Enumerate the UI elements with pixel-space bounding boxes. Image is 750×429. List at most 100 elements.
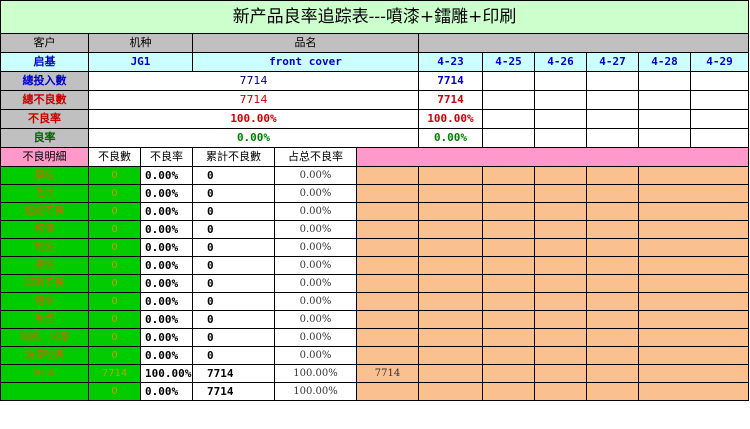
day-cell[interactable]: [418, 184, 483, 203]
day-cell[interactable]: [482, 382, 535, 401]
defect-share[interactable]: 0.00%: [274, 238, 357, 257]
day-cell[interactable]: [534, 184, 587, 203]
defect-day-value[interactable]: [356, 346, 419, 365]
customer-value[interactable]: 启基: [0, 52, 89, 72]
day-cell[interactable]: [534, 166, 587, 185]
defect-rate-day[interactable]: 100.00%: [418, 109, 483, 129]
day-cell[interactable]: [534, 128, 587, 148]
defect-name[interactable]: 划伤: [0, 238, 89, 257]
defect-cumulative[interactable]: 7714: [192, 364, 275, 383]
defect-count[interactable]: 7714: [88, 364, 141, 383]
day-cell[interactable]: [637, 274, 750, 293]
defect-share[interactable]: 0.00%: [274, 328, 357, 347]
day-cell[interactable]: [418, 364, 483, 383]
day-cell[interactable]: [586, 274, 639, 293]
day-cell[interactable]: [418, 346, 483, 365]
defect-name[interactable]: RCA: [0, 364, 89, 383]
defect-rate[interactable]: 0.00%: [140, 166, 193, 185]
defect-count[interactable]: 0: [88, 382, 141, 401]
defect-rate[interactable]: 0.00%: [140, 220, 193, 239]
day-cell[interactable]: [482, 238, 535, 257]
defect-cumulative[interactable]: 0: [192, 184, 275, 203]
defect-cumulative[interactable]: 0: [192, 274, 275, 293]
defect-count[interactable]: 0: [88, 328, 141, 347]
defect-share[interactable]: 0.00%: [274, 346, 357, 365]
defect-name[interactable]: 鐳雕不良: [0, 202, 89, 221]
defect-count[interactable]: 0: [88, 256, 141, 275]
day-cell[interactable]: [482, 364, 535, 383]
day-cell[interactable]: [482, 310, 535, 329]
defect-rate[interactable]: 0.00%: [140, 238, 193, 257]
defect-count[interactable]: 0: [88, 220, 141, 239]
yield-value[interactable]: 0.00%: [88, 128, 419, 148]
total-input-day[interactable]: 7714: [418, 71, 483, 91]
defect-day-value[interactable]: [356, 220, 419, 239]
defect-share[interactable]: 0.00%: [274, 292, 357, 311]
day-cell[interactable]: [418, 328, 483, 347]
defect-rate[interactable]: 0.00%: [140, 256, 193, 275]
defect-count[interactable]: 0: [88, 166, 141, 185]
defect-rate[interactable]: 0.00%: [140, 328, 193, 347]
date-cell[interactable]: 4-23: [418, 52, 483, 72]
day-cell[interactable]: [418, 256, 483, 275]
day-cell[interactable]: [637, 166, 750, 185]
day-cell[interactable]: [637, 292, 750, 311]
defect-cumulative[interactable]: 0: [192, 238, 275, 257]
defect-cumulative[interactable]: 0: [192, 166, 275, 185]
day-cell[interactable]: [534, 310, 587, 329]
defect-share[interactable]: 100.00%: [274, 382, 357, 401]
day-cell[interactable]: [586, 238, 639, 257]
day-cell[interactable]: [482, 128, 535, 148]
defect-name[interactable]: [0, 382, 89, 401]
day-cell[interactable]: [482, 274, 535, 293]
day-cell[interactable]: [689, 71, 750, 91]
date-cell[interactable]: 4-26: [534, 52, 587, 72]
day-cell[interactable]: [418, 220, 483, 239]
day-cell[interactable]: [638, 90, 691, 110]
defect-rate-value[interactable]: 100.00%: [88, 109, 419, 129]
day-cell[interactable]: [482, 346, 535, 365]
day-cell[interactable]: [482, 109, 535, 129]
date-cell[interactable]: 4-29: [689, 52, 750, 72]
day-cell[interactable]: [689, 90, 750, 110]
day-cell[interactable]: [586, 128, 639, 148]
day-cell[interactable]: [586, 220, 639, 239]
defect-day-value[interactable]: [356, 166, 419, 185]
defect-cumulative[interactable]: 0: [192, 202, 275, 221]
total-defect-value[interactable]: 7714: [88, 90, 419, 110]
defect-count[interactable]: 0: [88, 274, 141, 293]
defect-day-value[interactable]: [356, 310, 419, 329]
defect-share[interactable]: 0.00%: [274, 184, 357, 203]
defect-cumulative[interactable]: 0: [192, 256, 275, 275]
defect-count[interactable]: 0: [88, 346, 141, 365]
defect-name[interactable]: 油漆咬底: [0, 346, 89, 365]
day-cell[interactable]: [418, 382, 483, 401]
defect-share[interactable]: 0.00%: [274, 274, 357, 293]
defect-day-value[interactable]: [356, 274, 419, 293]
defect-cumulative[interactable]: 0: [192, 310, 275, 329]
defect-cumulative[interactable]: 0: [192, 292, 275, 311]
day-cell[interactable]: [534, 256, 587, 275]
day-cell[interactable]: [418, 166, 483, 185]
day-cell[interactable]: [482, 202, 535, 221]
defect-count[interactable]: 0: [88, 292, 141, 311]
day-cell[interactable]: [638, 109, 691, 129]
day-cell[interactable]: [418, 274, 483, 293]
day-cell[interactable]: [534, 382, 587, 401]
day-cell[interactable]: [638, 71, 691, 91]
defect-share[interactable]: 0.00%: [274, 220, 357, 239]
day-cell[interactable]: [586, 109, 639, 129]
defect-day-value[interactable]: [356, 202, 419, 221]
day-cell[interactable]: [534, 238, 587, 257]
defect-name[interactable]: 积漆: [0, 220, 89, 239]
day-cell[interactable]: [637, 328, 750, 347]
defect-rate[interactable]: 0.00%: [140, 292, 193, 311]
defect-rate[interactable]: 100.00%: [140, 364, 193, 383]
day-cell[interactable]: [586, 328, 639, 347]
defect-name[interactable]: 毛丝: [0, 184, 89, 203]
day-cell[interactable]: [637, 256, 750, 275]
defect-share[interactable]: 0.00%: [274, 310, 357, 329]
defect-cumulative[interactable]: 7714: [192, 382, 275, 401]
day-cell[interactable]: [637, 310, 750, 329]
defect-rate[interactable]: 0.00%: [140, 310, 193, 329]
